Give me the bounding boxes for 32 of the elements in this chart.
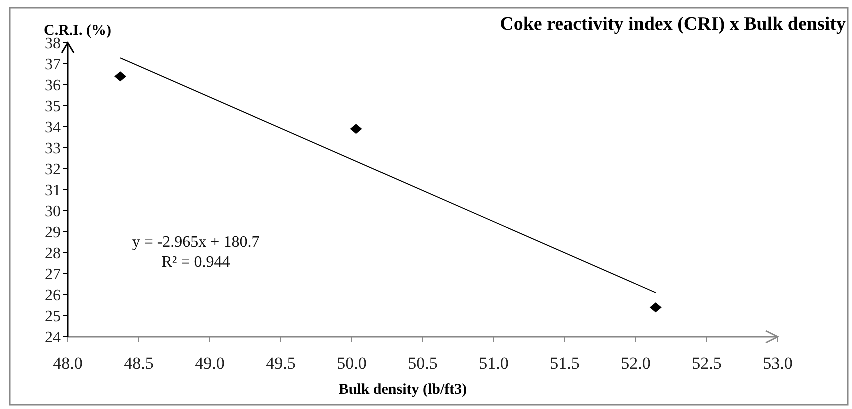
point xyxy=(650,302,662,313)
x-tick-label: 53.0 xyxy=(763,354,793,373)
x-tick-label: 48.5 xyxy=(124,354,154,373)
y-tick-label: 30 xyxy=(45,204,61,221)
point xyxy=(350,124,362,134)
annotation: y = -2.965x + 180.7 xyxy=(132,234,260,251)
y-tick-label: 27 xyxy=(45,266,61,284)
y-tick-label: 25 xyxy=(45,308,61,326)
y-tick-label: 24 xyxy=(45,330,61,347)
y-tick-label: 29 xyxy=(45,224,61,242)
x-tick-label: 49.5 xyxy=(266,354,296,373)
point xyxy=(114,72,127,82)
x-axis-title: Bulk density (lb/ft3) xyxy=(338,382,468,398)
y-tick-label: 28 xyxy=(45,246,61,263)
x-tick-label: 51.0 xyxy=(479,354,509,373)
y-tick-label: 36 xyxy=(45,78,61,95)
x-tick-label: 50.0 xyxy=(337,354,367,373)
chart-title: Coke reactivity index (CRI) x Bulk density xyxy=(500,14,846,35)
y-tick-label: 34 xyxy=(45,120,61,137)
y-tick-label: 32 xyxy=(45,162,61,179)
y-tick-label: 33 xyxy=(45,140,61,158)
y-tick-label: 31 xyxy=(45,182,61,200)
y-tick-label: 26 xyxy=(45,288,61,305)
x-tick-label: 48.0 xyxy=(53,354,83,373)
x-tick-label: 49.0 xyxy=(195,354,225,373)
x-tick-label: 52.0 xyxy=(621,354,651,373)
x-tick-label: 51.5 xyxy=(550,354,580,373)
x-tick-label: 50.5 xyxy=(408,354,438,373)
y-tick-label: 37 xyxy=(45,56,61,74)
y-tick-label: 35 xyxy=(45,98,61,116)
x-tick-label: 52.5 xyxy=(692,354,722,373)
annotation: R² = 0.944 xyxy=(162,254,230,271)
